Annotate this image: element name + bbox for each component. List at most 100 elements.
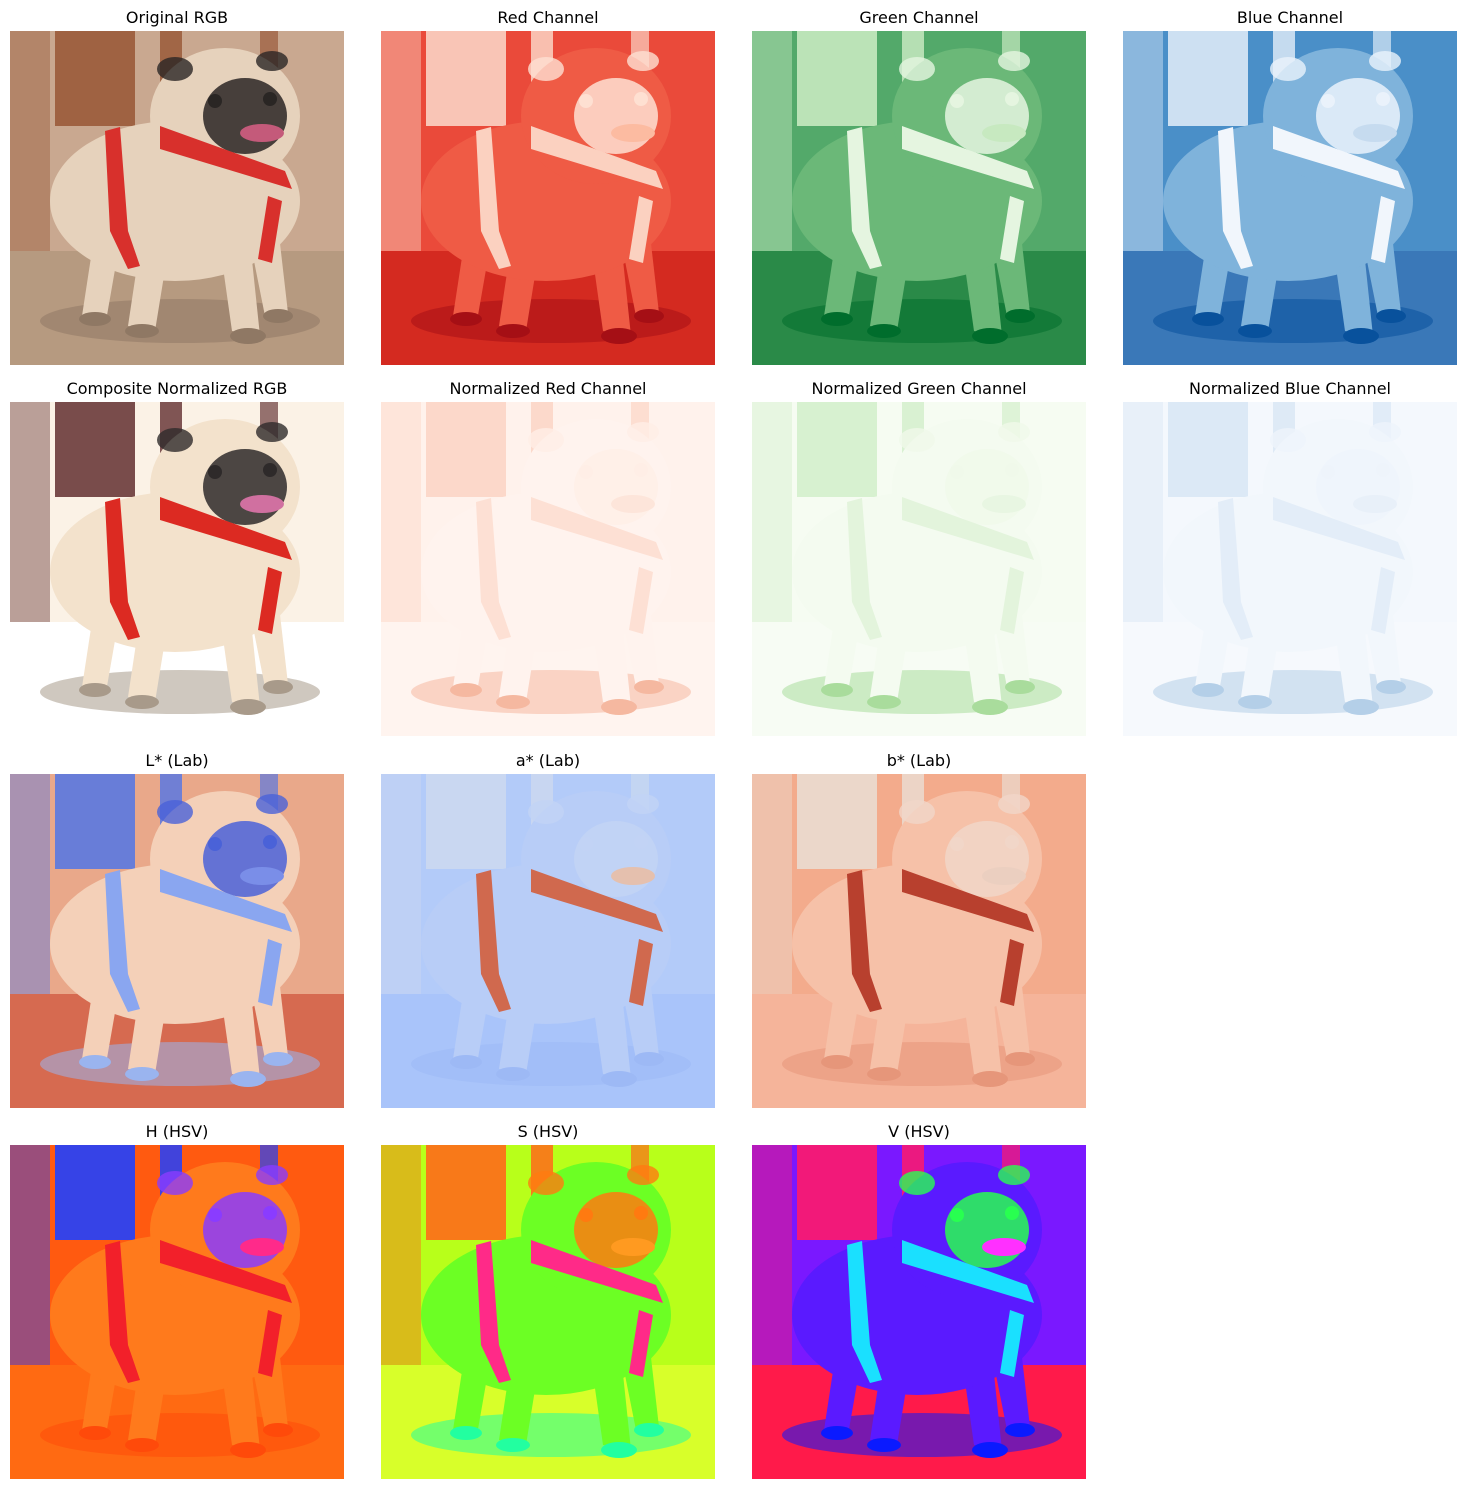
wall-region: [426, 31, 506, 126]
dog-ear: [157, 1171, 193, 1195]
wall-region: [426, 774, 506, 869]
panel-title: Original RGB: [125, 8, 229, 27]
harness-strap: [531, 869, 663, 932]
dog-tongue: [1353, 124, 1397, 142]
panel-title: b* (Lab): [886, 751, 952, 770]
harness-strap: [105, 1241, 140, 1383]
panel-title: Normalized Blue Channel: [1189, 379, 1391, 398]
harness-buckle: [1000, 567, 1024, 634]
dog-eye: [208, 837, 222, 851]
dog-paw: [1238, 324, 1272, 338]
harness-strap: [476, 870, 511, 1012]
harness-strap: [1218, 127, 1253, 269]
dog-paw: [1376, 309, 1406, 323]
harness-strap: [902, 126, 1034, 189]
dog-tongue: [611, 495, 655, 513]
wall-region: [55, 31, 135, 126]
pug-image: [10, 774, 344, 1108]
dog-ear: [1270, 57, 1306, 81]
dog-paw: [450, 683, 482, 697]
harness-strap: [476, 127, 511, 269]
harness-strap: [105, 127, 140, 269]
harness-buckle: [1000, 1310, 1024, 1377]
dog-ear: [998, 51, 1030, 71]
dog-eye: [579, 94, 593, 108]
harness-strap: [476, 1241, 511, 1383]
dog-paw: [972, 1071, 1008, 1087]
dog-ear: [157, 57, 193, 81]
dog-paw: [821, 1055, 853, 1069]
dog-ear: [256, 1165, 288, 1185]
dog-paw: [125, 1067, 159, 1081]
wall-region: [426, 402, 506, 497]
dog-ear: [256, 51, 288, 71]
dog-eye: [208, 1208, 222, 1222]
image-panel-green: [752, 31, 1086, 365]
dog-eye: [579, 1208, 593, 1222]
dog-tongue: [240, 867, 284, 885]
wall-region: [55, 1145, 135, 1240]
dog-paw: [125, 1438, 159, 1452]
dog-eye: [208, 94, 222, 108]
image-panel-hsvH: [10, 1145, 344, 1479]
dog-eye: [950, 94, 964, 108]
harness-strap: [902, 869, 1034, 932]
dog-muzzle: [574, 449, 658, 525]
image-panel-laba: [381, 774, 715, 1108]
dog-paw: [496, 1067, 530, 1081]
dog-paw: [450, 1055, 482, 1069]
harness-buckle: [1000, 939, 1024, 1006]
pug-image: [381, 31, 715, 365]
pug-image: [10, 31, 344, 365]
wall-region: [797, 1145, 877, 1240]
harness-strap: [1273, 497, 1405, 560]
harness-buckle: [1000, 196, 1024, 263]
harness-strap: [105, 498, 140, 640]
image-panel-hsvV: [752, 1145, 1086, 1479]
pug-image: [752, 402, 1086, 736]
dog-ear: [1369, 422, 1401, 442]
harness-strap: [902, 1240, 1034, 1303]
left-object-region: [381, 774, 421, 1034]
dog-eye: [950, 465, 964, 479]
dog-ear: [627, 794, 659, 814]
dog-paw: [821, 312, 853, 326]
dog-ear: [157, 800, 193, 824]
image-panel-normred: [381, 402, 715, 736]
dog-tongue: [982, 124, 1026, 142]
dog-tongue: [982, 867, 1026, 885]
dog-paw: [496, 695, 530, 709]
dog-paw: [125, 324, 159, 338]
dog-paw: [496, 324, 530, 338]
dog-paw: [125, 695, 159, 709]
wall-region: [797, 774, 877, 869]
harness-strap: [160, 869, 292, 932]
dog-muzzle: [945, 1192, 1029, 1268]
harness-strap: [531, 497, 663, 560]
image-panel-labb: [752, 774, 1086, 1108]
left-object-region: [10, 31, 50, 291]
image-panel-normrgb: [10, 402, 344, 736]
dog-muzzle: [203, 821, 287, 897]
dog-muzzle: [574, 1192, 658, 1268]
harness-buckle: [258, 1310, 282, 1377]
dog-eye: [1321, 465, 1335, 479]
harness-strap: [531, 126, 663, 189]
panel-title: H (HSV): [145, 1122, 209, 1141]
dog-ear: [627, 422, 659, 442]
harness-buckle: [258, 196, 282, 263]
dog-paw: [972, 699, 1008, 715]
dog-tongue: [240, 1238, 284, 1256]
dog-ear: [998, 422, 1030, 442]
image-panel-red: [381, 31, 715, 365]
dog-eye: [634, 463, 648, 477]
panel-title: S (HSV): [517, 1122, 579, 1141]
pug-image: [10, 1145, 344, 1479]
harness-buckle: [1371, 196, 1395, 263]
panel-title: a* (Lab): [515, 751, 581, 770]
dog-tongue: [240, 495, 284, 513]
dog-paw: [1005, 309, 1035, 323]
panel-title: Red Channel: [497, 8, 599, 27]
dog-paw: [1005, 1052, 1035, 1066]
pug-image: [1123, 31, 1457, 365]
